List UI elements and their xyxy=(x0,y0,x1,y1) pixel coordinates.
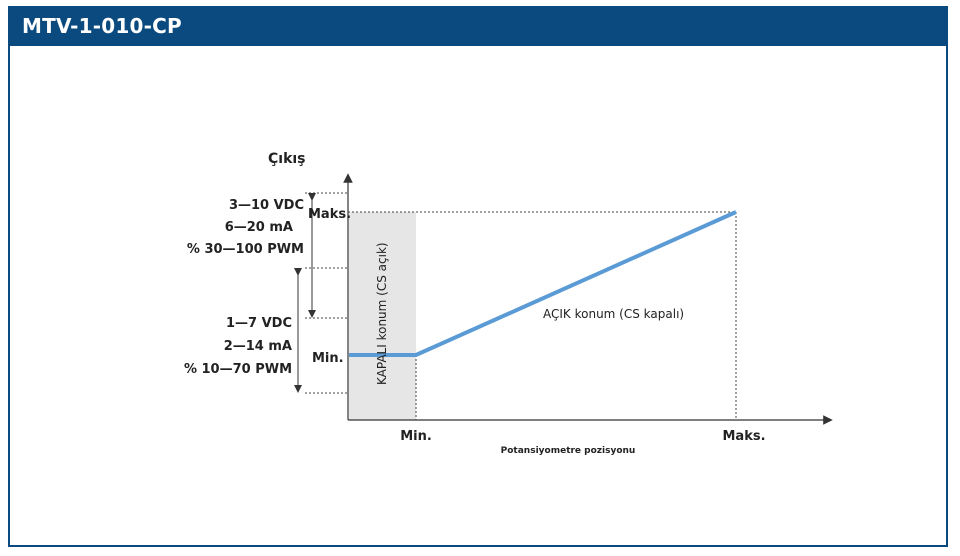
lower-range-line-2: 2—14 mA xyxy=(224,339,292,354)
upper-range-line-3: % 30—100 PWM xyxy=(187,242,304,257)
upper-range-line-2: 6—20 mA xyxy=(225,220,293,235)
y-tick-min: Min. xyxy=(312,351,344,366)
product-title: MTV-1-010-CP xyxy=(22,14,182,38)
y-axis-title: Çıkış xyxy=(268,151,306,167)
x-axis-title: Potansiyometre pozisyonu xyxy=(501,446,636,456)
closed-zone-label: KAPALI konum (CS açık) xyxy=(375,242,389,385)
x-tick-max: Maks. xyxy=(722,429,765,444)
lower-range-line-3: % 10—70 PWM xyxy=(184,362,292,377)
x-tick-min: Min. xyxy=(400,429,432,444)
upper-range-line-1: 3—10 VDC xyxy=(229,198,304,213)
lower-range-line-1: 1—7 VDC xyxy=(226,316,292,331)
guide-lines xyxy=(305,192,737,420)
y-tick-max: Maks. xyxy=(308,207,351,222)
diagram-frame: MTV-1-010-CP xyxy=(8,6,948,547)
output-curve xyxy=(349,210,737,357)
title-bar: MTV-1-010-CP xyxy=(10,8,946,46)
open-zone-label: AÇIK konum (CS kapalı) xyxy=(543,307,684,321)
closed-zone xyxy=(349,212,416,420)
